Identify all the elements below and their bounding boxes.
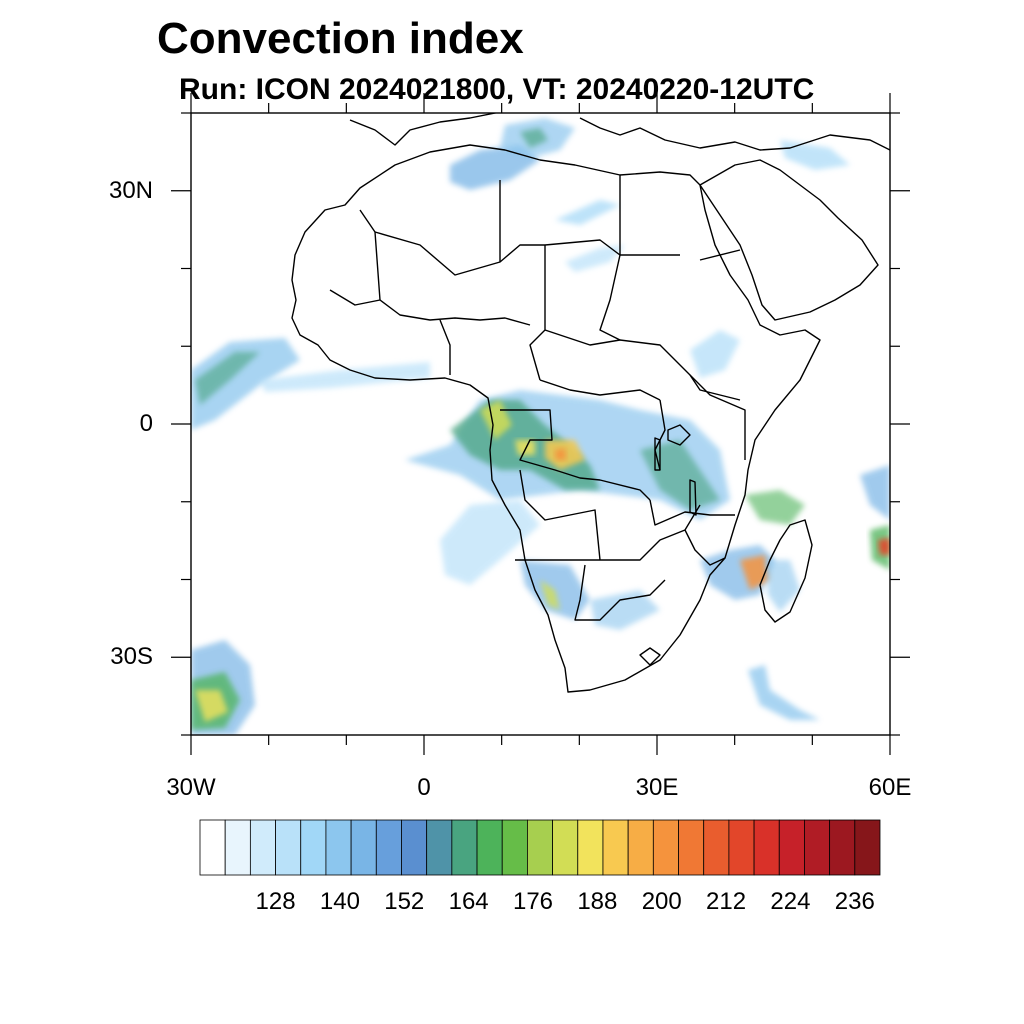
- colorbar-label: 176: [512, 888, 554, 915]
- country-border: [649, 499, 735, 526]
- convection-area: [195, 352, 260, 405]
- colorbar-label: 128: [255, 888, 296, 915]
- lake: [639, 647, 661, 666]
- convection-area: [520, 128, 548, 148]
- convection-area: [555, 200, 620, 225]
- convection-area: [748, 665, 820, 720]
- colorbar-swatch: [552, 819, 579, 876]
- convection-area: [565, 245, 625, 272]
- convection-area: [540, 580, 560, 610]
- colorbar-label: 212: [706, 888, 747, 915]
- colorbar-swatch: [249, 819, 276, 876]
- europe-coastline: [579, 117, 890, 151]
- lake: [689, 479, 697, 516]
- convection-area: [878, 538, 890, 555]
- lat-tick-label: 30N: [108, 176, 153, 204]
- convection-area: [555, 448, 566, 460]
- colorbar-swatch: [854, 819, 881, 876]
- colorbar-label: 164: [448, 888, 489, 915]
- convection-area: [590, 590, 660, 630]
- convection-area: [450, 145, 540, 190]
- lake: [667, 424, 691, 446]
- arabia-coastline: [699, 159, 879, 321]
- colorbar-swatch: [652, 819, 679, 876]
- country-border: [379, 299, 531, 326]
- coastlines: [291, 113, 890, 693]
- colorbar-swatch: [778, 819, 805, 876]
- country-border: [374, 231, 680, 276]
- europe-coastline: [349, 113, 499, 146]
- colorbar-swatch: [476, 819, 503, 876]
- colorbar-swatch: [602, 819, 629, 876]
- colorbar-swatch: [451, 819, 478, 876]
- convection-area: [195, 690, 228, 722]
- convection-area: [690, 330, 740, 378]
- convection-area: [740, 555, 770, 590]
- map-subtitle: Run: ICON 2024021800, VT: 20240220-12UTC: [179, 73, 815, 106]
- country-border: [699, 249, 741, 261]
- colorbar-swatch: [199, 819, 226, 876]
- colorbar-swatch: [300, 819, 327, 876]
- lat-tick-label: 0: [139, 410, 153, 437]
- country-border: [574, 564, 666, 621]
- colorbar-swatch: [426, 819, 453, 876]
- convection-area: [780, 140, 850, 170]
- country-border: [544, 329, 741, 401]
- map-ticks: [171, 93, 910, 755]
- lon-tick-label: 30W: [166, 774, 216, 801]
- lon-tick-label: 30E: [635, 774, 679, 801]
- country-border: [684, 529, 726, 566]
- country-border: [529, 245, 546, 381]
- colorbar-label: 236: [834, 888, 875, 915]
- convection-area: [191, 338, 300, 430]
- colorbar: [199, 819, 881, 876]
- lake: [654, 437, 661, 471]
- colorbar-swatch: [325, 819, 352, 876]
- convection-area: [860, 465, 890, 520]
- colorbar-swatch: [627, 819, 654, 876]
- colorbar-label: 188: [577, 888, 618, 915]
- country-border: [539, 379, 661, 401]
- country-border: [689, 374, 746, 460]
- country-border: [439, 319, 451, 375]
- colorbar-swatch: [804, 819, 831, 876]
- colorbar-label: 152: [384, 888, 425, 915]
- country-border: [519, 469, 601, 561]
- lon-tick-label: 0: [417, 774, 431, 801]
- colorbar-swatch: [224, 819, 251, 876]
- colorbar-swatch: [728, 819, 755, 876]
- colorbar-swatch: [350, 819, 377, 876]
- colorbar-swatch: [275, 819, 302, 876]
- convection-area: [745, 490, 805, 525]
- country-border: [500, 409, 651, 501]
- map-title: Convection index: [157, 14, 524, 63]
- colorbar-swatch: [753, 819, 780, 876]
- colorbar-swatch: [501, 819, 528, 876]
- colorbar-swatch: [703, 819, 730, 876]
- colorbar-label: 140: [319, 888, 360, 915]
- colorbar-label: 224: [770, 888, 811, 915]
- colorbar-swatch: [401, 819, 428, 876]
- convection-field: [191, 118, 890, 735]
- country-border: [515, 504, 701, 561]
- colorbar-swatch: [829, 819, 856, 876]
- colorbar-swatch: [577, 819, 604, 876]
- colorbar-label: 200: [641, 888, 682, 915]
- country-border: [599, 175, 621, 341]
- convection-area: [260, 362, 430, 392]
- madagascar-coastline: [759, 519, 813, 623]
- colorbar-swatch: [678, 819, 705, 876]
- lon-tick-label: 60E: [868, 774, 912, 801]
- colorbar-swatch: [375, 819, 402, 876]
- africa-coastline: [291, 144, 821, 693]
- convection-area: [515, 440, 535, 455]
- colorbar-swatch: [527, 819, 553, 876]
- convection-area: [765, 560, 800, 612]
- country-border: [329, 209, 381, 306]
- lat-tick-label: 30S: [110, 643, 153, 671]
